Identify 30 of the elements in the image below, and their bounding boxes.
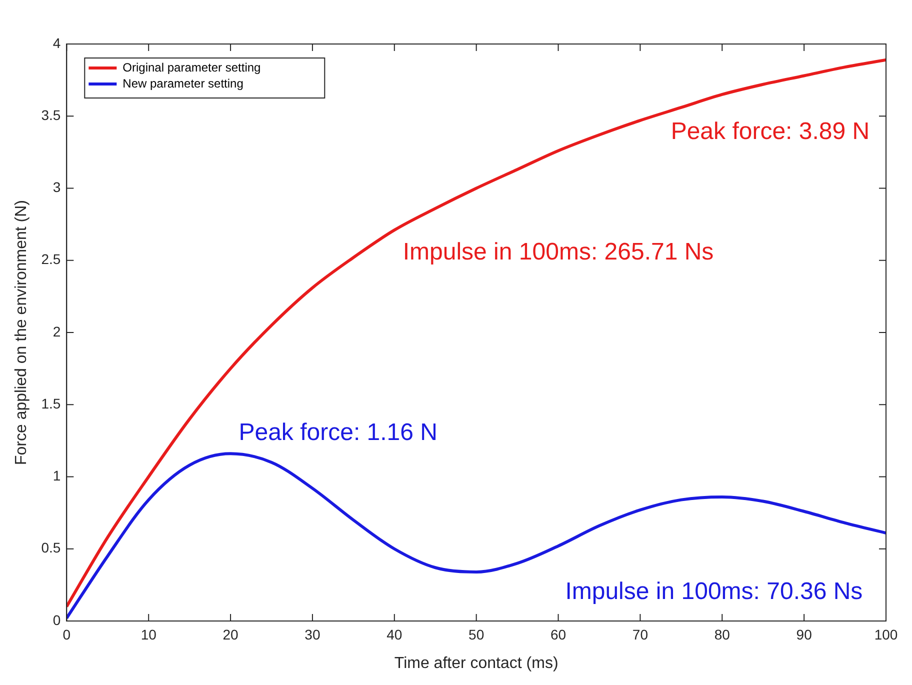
x-tick-label: 80	[714, 626, 730, 642]
x-tick-label: 70	[632, 626, 648, 642]
y-tick-label: 3.5	[41, 106, 61, 123]
x-tick-label: 50	[468, 626, 484, 642]
line-series	[66, 452, 886, 620]
y-tick-label: 1.5	[41, 395, 61, 412]
annotation: Impulse in 100ms: 70.36 Ns	[565, 578, 863, 605]
x-axis-title: Time after contact (ms)	[394, 654, 558, 672]
x-tick-label: 90	[796, 626, 812, 642]
annotation: Impulse in 100ms: 265.71 Ns	[402, 238, 714, 266]
y-tick-label: 0.5	[41, 540, 61, 556]
y-tick-label: 1	[52, 468, 61, 484]
y-tick-label: 3	[52, 179, 61, 196]
y-tick-label: 4	[52, 34, 61, 51]
legend-label: New parameter setting	[122, 76, 244, 90]
x-tick-label: 40	[386, 626, 402, 642]
x-tick-label: 60	[550, 626, 566, 642]
y-tick-label: 2	[52, 323, 61, 340]
x-tick-label: 0	[62, 626, 71, 642]
y-tick-label: 2.5	[41, 251, 61, 268]
x-tick-label: 100	[874, 626, 898, 642]
y-tick-label: 0	[52, 612, 61, 628]
line-series	[66, 58, 886, 608]
legend-label: Original parameter setting	[122, 60, 261, 74]
y-axis-title: Force applied on the environment (N)	[13, 200, 30, 466]
x-tick-label: 20	[222, 626, 239, 642]
annotation: Peak force: 1.16 N	[238, 419, 438, 446]
x-tick-label: 30	[304, 626, 320, 642]
x-tick-label: 10	[140, 626, 157, 642]
annotation: Peak force: 3.89 N	[670, 118, 870, 145]
